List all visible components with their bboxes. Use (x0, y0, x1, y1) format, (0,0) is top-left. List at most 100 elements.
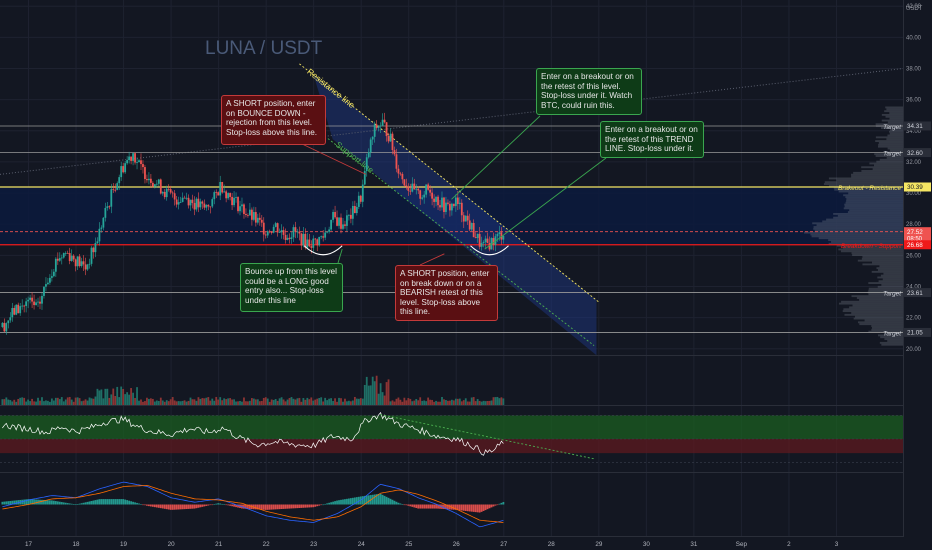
volume-bar (310, 397, 313, 405)
profile-bin (812, 222, 903, 225)
price-level-label: Target (883, 291, 901, 298)
macd-histogram-bar (249, 504, 251, 509)
candle-body (266, 231, 269, 236)
macd-histogram-bar (365, 495, 368, 505)
candle-body (98, 228, 101, 242)
profile-bin (833, 213, 903, 215)
volume-bar (155, 400, 158, 405)
candle-body (383, 119, 386, 123)
macd-histogram-bar (54, 501, 57, 505)
volume-bar (126, 392, 129, 405)
candle-body (474, 237, 477, 239)
profile-bin (871, 326, 903, 329)
macd-histogram-bar (187, 504, 190, 509)
profile-bin (841, 300, 903, 303)
candle-body (397, 168, 400, 174)
volume-bar (359, 398, 362, 405)
volume-bar (80, 401, 83, 405)
volume-bar (148, 398, 150, 405)
profile-bin (844, 205, 903, 208)
volume-bar (60, 397, 63, 405)
macd-histogram-bar (322, 504, 325, 506)
volume-bar (482, 400, 485, 405)
volume-bar (490, 400, 493, 405)
volume-bar (56, 397, 59, 405)
candle-body (294, 227, 297, 232)
macd-histogram-bar (282, 504, 285, 509)
candle-body (142, 164, 144, 168)
profile-bin (888, 130, 903, 133)
macd-histogram-bar (470, 504, 473, 512)
volume-bar (134, 397, 136, 405)
macd-histogram-bar (312, 504, 315, 508)
macd-histogram-bar (1, 501, 4, 505)
macd-histogram-bar (9, 500, 12, 505)
candle-body (49, 277, 51, 283)
volume-bar (108, 397, 111, 405)
macd-histogram-bar (409, 504, 412, 507)
candle-body (431, 192, 433, 199)
candle-body (260, 219, 263, 223)
candle-body (312, 238, 315, 248)
volume-bar (492, 397, 495, 405)
profile-bin (844, 313, 903, 316)
macd-histogram-bar (153, 504, 156, 508)
macd-histogram-bar (403, 504, 406, 506)
volume-pane: 2M1M (1, 362, 915, 405)
macd-histogram-bar (245, 504, 247, 509)
macd-histogram-bar (195, 504, 198, 509)
macd-histogram-bar (102, 499, 105, 505)
candle-body (5, 323, 8, 332)
candle-body (332, 212, 334, 220)
profile-bin (846, 198, 903, 200)
macd-histogram-bar (72, 504, 75, 505)
price-axis-label: 42.00 (906, 4, 922, 10)
profile-bin (859, 323, 903, 326)
macd-histogram-bar (229, 504, 232, 506)
candle-body (334, 212, 336, 218)
candle-body (407, 186, 410, 191)
macd-histogram-bar (100, 499, 103, 505)
macd-histogram-bar (78, 503, 81, 505)
time-axis-label: 30 (643, 541, 651, 548)
macd-pane: 0.00 (1, 481, 919, 528)
macd-histogram-bar (346, 498, 348, 505)
macd-histogram-bar (235, 504, 237, 508)
candle-body (13, 307, 16, 315)
volume-bar (62, 401, 65, 405)
macd-histogram-bar (68, 503, 71, 505)
volume-bar (144, 401, 146, 405)
volume-bar (348, 400, 350, 405)
volume-bar (441, 396, 443, 405)
candle-body (270, 232, 273, 233)
volume-bar (379, 383, 382, 405)
volume-bar (484, 401, 487, 405)
profile-bin (889, 117, 903, 120)
candle-body (132, 153, 134, 161)
time-axis-label: 17 (25, 541, 33, 548)
volume-bar (346, 401, 348, 405)
candle-body (330, 219, 332, 230)
volume-bar (458, 398, 461, 405)
price-tag-label: 27.52 (907, 229, 923, 236)
volume-bar (276, 400, 279, 405)
candle-body (340, 217, 342, 229)
macd-histogram-bar (128, 500, 131, 505)
volume-bar (266, 398, 269, 405)
candle-body (379, 125, 382, 127)
candle-body (76, 256, 79, 267)
profile-bin (842, 310, 903, 313)
macd-histogram-bar (108, 499, 111, 505)
profile-bin (818, 237, 903, 240)
macd-histogram-bar (74, 504, 77, 506)
profile-bin (872, 168, 903, 171)
candle-body (179, 201, 182, 203)
macd-histogram-bar (363, 495, 366, 505)
macd-histogram-bar (342, 499, 344, 505)
macd-histogram-bar (112, 499, 115, 505)
macd-histogram-bar (336, 500, 338, 505)
volume-bar (112, 388, 115, 405)
volume-bar (92, 398, 95, 405)
macd-histogram-bar (183, 504, 186, 510)
candle-body (425, 184, 428, 195)
